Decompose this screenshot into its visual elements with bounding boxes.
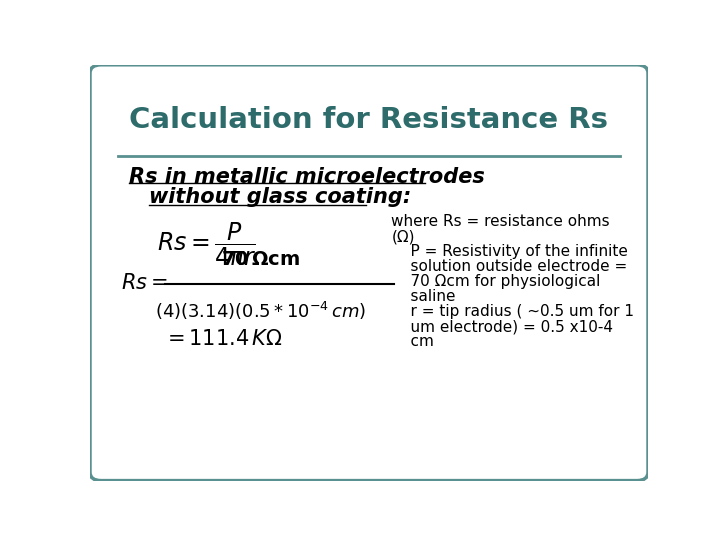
Text: $\mathbf{70\,\Omega cm}$: $\mathbf{70\,\Omega cm}$ [220,251,300,268]
Text: $Rs = \dfrac{P}{4\pi r}$: $Rs = \dfrac{P}{4\pi r}$ [157,221,257,268]
Text: Rs in metallic microelectrodes: Rs in metallic microelectrodes [129,167,485,187]
Text: P = Resistivity of the infinite: P = Resistivity of the infinite [392,245,628,259]
Text: $(4)(3.14)\left(0.5*10^{-4}\,cm\right)$: $(4)(3.14)\left(0.5*10^{-4}\,cm\right)$ [155,300,366,322]
FancyBboxPatch shape [90,65,648,481]
Text: (Ω): (Ω) [392,229,415,244]
Text: saline: saline [392,289,456,305]
Text: Calculation for Resistance Rs: Calculation for Resistance Rs [129,106,608,134]
Text: without glass coating:: without glass coating: [148,187,411,207]
Text: $Rs = $: $Rs = $ [121,273,168,293]
Text: where Rs = resistance ohms: where Rs = resistance ohms [392,214,610,230]
Text: cm: cm [392,334,434,349]
Text: 70 Ωcm for physiological: 70 Ωcm for physiological [392,274,600,289]
Text: um electrode) = 0.5 x10-4: um electrode) = 0.5 x10-4 [392,319,613,334]
Text: r = tip radius ( ~0.5 um for 1: r = tip radius ( ~0.5 um for 1 [392,305,634,319]
Text: $= 111.4\,K\Omega$: $= 111.4\,K\Omega$ [163,329,282,349]
Text: solution outside electrode =: solution outside electrode = [392,259,628,274]
